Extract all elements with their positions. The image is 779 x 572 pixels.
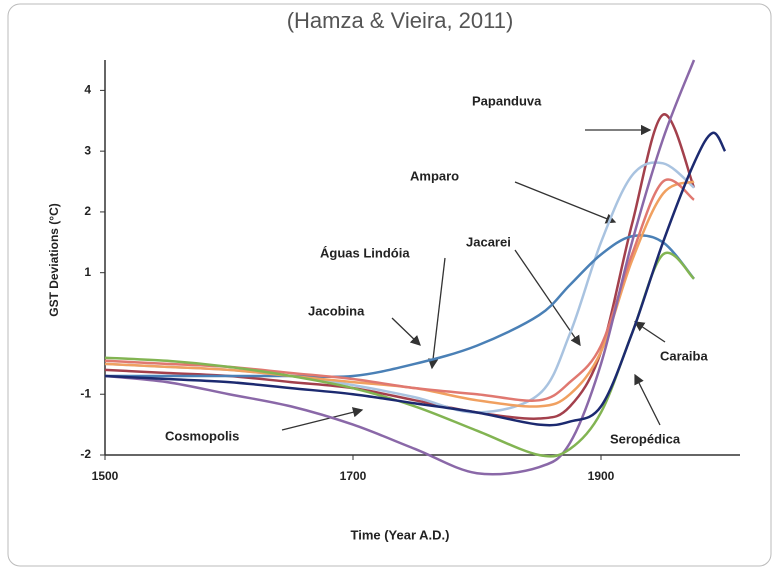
y-axis-label: GST Deviations (°C) [47, 203, 61, 316]
y-tick-label: 2 [84, 204, 91, 218]
y-tick-label: -2 [80, 447, 91, 461]
series-label: Jacarei [466, 234, 511, 249]
arrow [391, 317, 421, 346]
arrow [633, 321, 666, 343]
chart-title: (Hamza & Vieira, 2011) [287, 8, 514, 33]
series-label: Seropédica [610, 431, 681, 446]
series-label: Papanduva [472, 93, 542, 108]
y-tick-label: 4 [84, 83, 91, 97]
frame [7, 3, 772, 567]
series-line [104, 59, 696, 476]
series-line [105, 234, 695, 379]
x-tick-label: 1900 [588, 469, 615, 483]
series-line [104, 131, 727, 427]
arrow [514, 181, 617, 224]
series-label: Jacobina [308, 303, 365, 318]
x-axis-label: Time (Year A.D.) [351, 527, 450, 542]
arrow [281, 407, 364, 431]
y-tick-label: -1 [80, 386, 91, 400]
arrow [634, 373, 661, 426]
x-tick-label: 1700 [340, 469, 367, 483]
x-tick-label: 1500 [92, 469, 119, 483]
arrow [427, 257, 446, 370]
y-tick-label: 3 [84, 143, 91, 157]
series-line [104, 180, 695, 408]
y-tick-label: 1 [84, 265, 91, 279]
arrow [514, 249, 581, 347]
series-label: Águas Lindóia [320, 245, 410, 260]
series-label: Amparo [410, 168, 459, 183]
arrows [281, 124, 666, 431]
series-label: Cosmopolis [165, 428, 239, 443]
series-label: Caraiba [660, 348, 708, 363]
